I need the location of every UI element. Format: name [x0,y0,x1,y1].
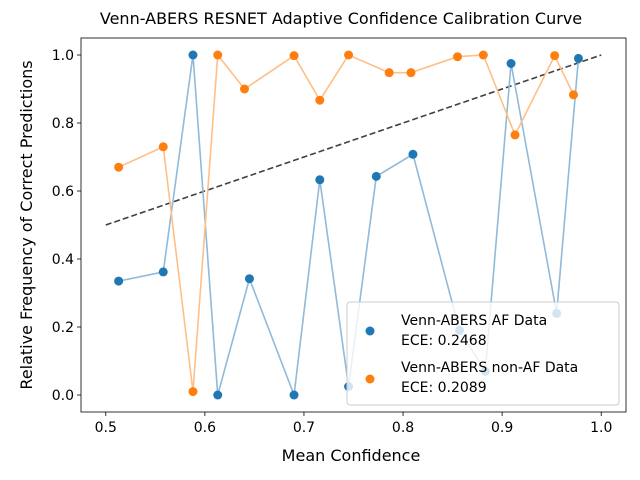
series-0-point [408,149,418,159]
legend-non-af-ece: ECE: 0.2089 [401,380,487,396]
perfect-calibration-line [105,54,602,226]
y-tick-label: 0.0 [52,388,74,404]
x-tick-label: 0.8 [392,420,414,436]
legend-box [346,301,620,406]
series-1-point [213,50,223,60]
legend-af-name: Venn-ABERS AF Data [401,313,547,329]
y-tick-label: 0.4 [52,252,74,268]
series-0-point [158,267,168,277]
series-0-point [506,59,516,68]
y-tick-label: 0.2 [52,320,74,336]
axis-ticks: 0.5 0.6 0.7 0.8 0.9 1.0 0.0 0.2 0.4 0.6 0.8 1.0 [52,48,613,436]
series-1-point [240,84,249,94]
legend-non-af-name: Venn-ABERS non-AF Data [401,360,578,376]
series-1-point [344,50,354,60]
series-1-point [406,68,416,78]
x-tick-label: 1.0 [590,420,612,436]
x-tick-label: 0.6 [194,420,216,436]
chart-title: Venn-ABERS RESNET Adaptive Confidence Ca… [100,9,582,28]
y-axis-label: Relative Frequency of Correct Prediction… [17,60,36,389]
series-0-point [188,50,198,60]
series-0-point [315,175,325,185]
series-1-point [550,51,560,61]
series-1-point [114,162,124,172]
plot-frame [80,37,627,413]
series-0-point [573,53,583,63]
series-1-point [188,387,198,397]
series-1-point [289,51,299,61]
series-0-point [371,171,381,181]
series-0-point [289,390,299,400]
series-1-point [568,90,578,100]
series-1-point [315,95,325,105]
series-1-point [453,52,463,62]
series-1-point [478,50,488,60]
series-1-point [384,68,394,78]
x-axis-label: Mean Confidence [282,446,421,465]
series-0-point [213,390,223,400]
legend: Venn-ABERS AF Data ECE: 0.2468 Venn-ABER… [346,301,620,406]
series-1-point [510,130,520,140]
legend-af-ece: ECE: 0.2468 [401,333,487,349]
y-tick-label: 0.6 [52,184,74,200]
y-tick-label: 0.8 [52,116,74,132]
x-tick-label: 0.7 [293,420,315,436]
legend-af-marker [365,326,375,336]
legend-non-af-marker [365,374,375,384]
y-tick-label: 1.0 [52,48,74,64]
series-0-point [114,276,124,286]
series-1-point [158,142,168,152]
series-0-point [244,274,254,284]
x-tick-label: 0.5 [95,420,117,436]
x-tick-label: 0.9 [491,420,513,436]
